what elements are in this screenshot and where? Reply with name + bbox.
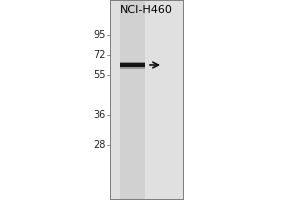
Text: 55: 55 — [94, 70, 106, 80]
Text: 72: 72 — [94, 50, 106, 60]
Text: NCI-H460: NCI-H460 — [120, 5, 173, 15]
Text: 95: 95 — [94, 30, 106, 40]
Text: 36: 36 — [94, 110, 106, 120]
Text: 28: 28 — [94, 140, 106, 150]
